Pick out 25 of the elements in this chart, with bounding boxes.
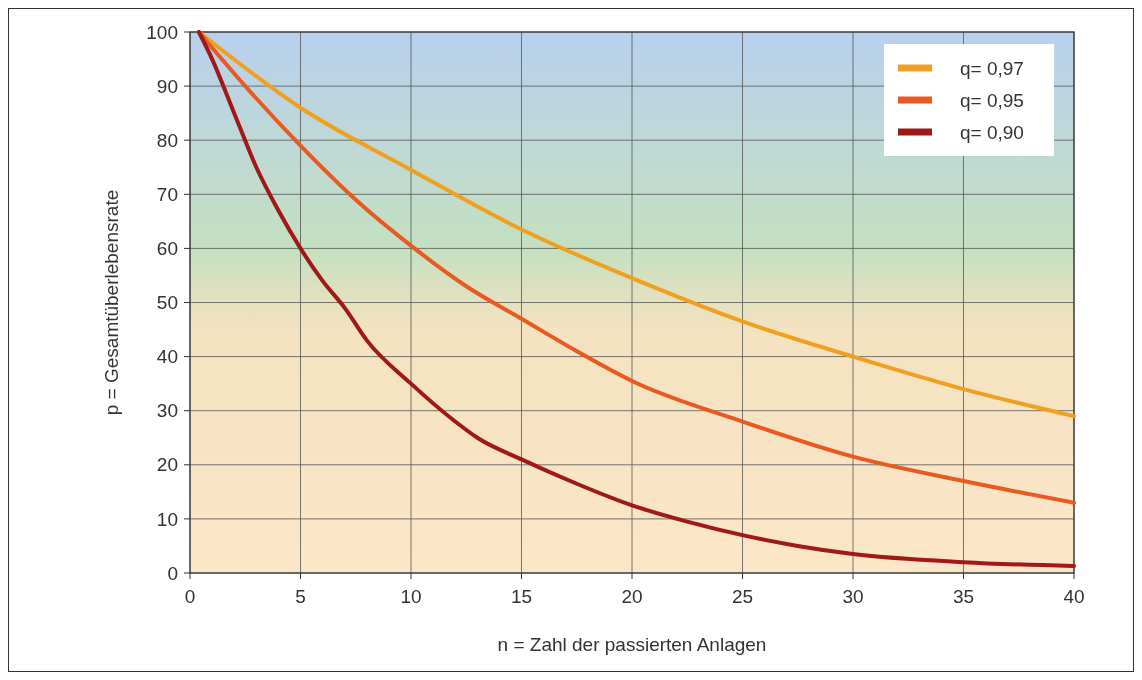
y-tick-label: 80 [156,129,178,151]
y-tick-label: 20 [156,454,178,476]
legend-label: q= 0,90 [960,121,1024,143]
y-tick-label: 90 [156,75,178,97]
y-tick-label: 50 [156,292,178,314]
x-tick-label: 20 [621,586,643,607]
x-axis-title: n = Zahl der passierten Anlagen [497,634,767,655]
x-tick-label: 15 [510,586,533,607]
x-tick-label: 10 [400,586,422,607]
y-tick-label: 10 [156,508,178,530]
y-tick-label: 0 [167,562,178,584]
y-tick-label: 70 [156,183,178,205]
x-tick-label: 0 [184,586,196,607]
y-tick-label: 60 [156,238,178,260]
legend-label: q= 0,95 [960,89,1024,111]
y-tick-label: 30 [156,400,178,422]
x-tick-label: 25 [731,586,754,607]
y-tick-label: 40 [156,346,178,368]
legend-label: q= 0,97 [960,57,1024,79]
y-axis-title: p = Gesamtüberlebensrate [101,189,122,416]
x-tick-label: 5 [295,586,306,607]
y-tick-label: 100 [146,21,178,43]
x-tick-label: 40 [1063,586,1085,607]
x-tick-label: 35 [952,586,975,607]
x-tick-label: 30 [842,586,864,607]
